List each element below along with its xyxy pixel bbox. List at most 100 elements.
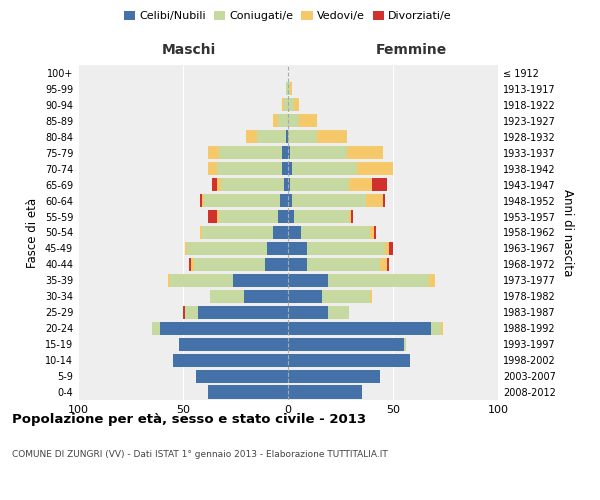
Bar: [366, 194, 383, 207]
Bar: [290, 82, 292, 96]
Bar: [179, 338, 288, 350]
Bar: [288, 322, 431, 335]
Bar: [383, 194, 385, 207]
Bar: [288, 194, 292, 207]
Bar: [200, 226, 202, 239]
Bar: [322, 290, 370, 303]
Y-axis label: Anni di nascita: Anni di nascita: [561, 189, 574, 276]
Bar: [265, 258, 288, 271]
Bar: [212, 178, 217, 191]
Bar: [387, 258, 389, 271]
Bar: [282, 162, 288, 175]
Bar: [328, 306, 349, 319]
Bar: [277, 210, 288, 223]
Bar: [288, 386, 361, 398]
Bar: [217, 210, 218, 223]
Bar: [282, 146, 288, 160]
Bar: [290, 178, 349, 191]
Bar: [288, 130, 317, 143]
Bar: [292, 162, 358, 175]
Bar: [328, 274, 429, 287]
Bar: [288, 162, 292, 175]
Bar: [288, 210, 295, 223]
Bar: [191, 258, 193, 271]
Bar: [185, 306, 198, 319]
Bar: [349, 178, 372, 191]
Bar: [288, 146, 290, 160]
Bar: [208, 386, 288, 398]
Bar: [233, 274, 288, 287]
Bar: [187, 242, 267, 255]
Bar: [160, 322, 288, 335]
Bar: [198, 306, 288, 319]
Bar: [208, 146, 218, 160]
Bar: [168, 274, 170, 287]
Bar: [372, 178, 387, 191]
Bar: [351, 210, 353, 223]
Bar: [347, 146, 383, 160]
Text: Popolazione per età, sesso e stato civile - 2013: Popolazione per età, sesso e stato civil…: [12, 412, 366, 426]
Bar: [246, 130, 257, 143]
Bar: [349, 210, 351, 223]
Bar: [288, 290, 322, 303]
Bar: [290, 146, 347, 160]
Bar: [307, 242, 385, 255]
Bar: [202, 194, 204, 207]
Bar: [200, 194, 202, 207]
Bar: [295, 98, 299, 112]
Bar: [288, 354, 410, 366]
Bar: [280, 194, 288, 207]
Text: Femmine: Femmine: [376, 44, 446, 58]
Bar: [218, 210, 277, 223]
Bar: [288, 274, 328, 287]
Bar: [183, 306, 185, 319]
Bar: [151, 322, 160, 335]
Bar: [288, 178, 290, 191]
Bar: [282, 98, 284, 112]
Bar: [244, 290, 288, 303]
Bar: [317, 130, 347, 143]
Bar: [374, 226, 376, 239]
Legend: Celibi/Nubili, Coniugati/e, Vedovi/e, Divorziati/e: Celibi/Nubili, Coniugati/e, Vedovi/e, Di…: [124, 10, 452, 21]
Bar: [196, 370, 288, 382]
Bar: [370, 226, 374, 239]
Bar: [358, 162, 393, 175]
Bar: [173, 354, 288, 366]
Bar: [202, 226, 274, 239]
Bar: [292, 194, 366, 207]
Bar: [193, 258, 265, 271]
Bar: [295, 210, 349, 223]
Bar: [217, 178, 221, 191]
Bar: [210, 290, 244, 303]
Bar: [404, 338, 406, 350]
Bar: [288, 258, 307, 271]
Bar: [288, 98, 295, 112]
Bar: [380, 258, 387, 271]
Bar: [288, 82, 290, 96]
Bar: [429, 274, 435, 287]
Bar: [286, 82, 288, 96]
Bar: [185, 242, 187, 255]
Bar: [288, 114, 299, 128]
Bar: [288, 226, 301, 239]
Bar: [307, 258, 380, 271]
Bar: [221, 178, 284, 191]
Bar: [370, 290, 372, 303]
Bar: [431, 322, 442, 335]
Bar: [274, 114, 277, 128]
Bar: [288, 242, 307, 255]
Bar: [385, 242, 389, 255]
Text: Maschi: Maschi: [162, 44, 216, 58]
Bar: [301, 226, 370, 239]
Bar: [218, 146, 282, 160]
Bar: [389, 242, 393, 255]
Bar: [274, 226, 288, 239]
Bar: [208, 162, 217, 175]
Bar: [170, 274, 233, 287]
Bar: [204, 194, 280, 207]
Bar: [284, 98, 288, 112]
Bar: [257, 130, 286, 143]
Bar: [442, 322, 443, 335]
Bar: [217, 162, 282, 175]
Bar: [288, 370, 380, 382]
